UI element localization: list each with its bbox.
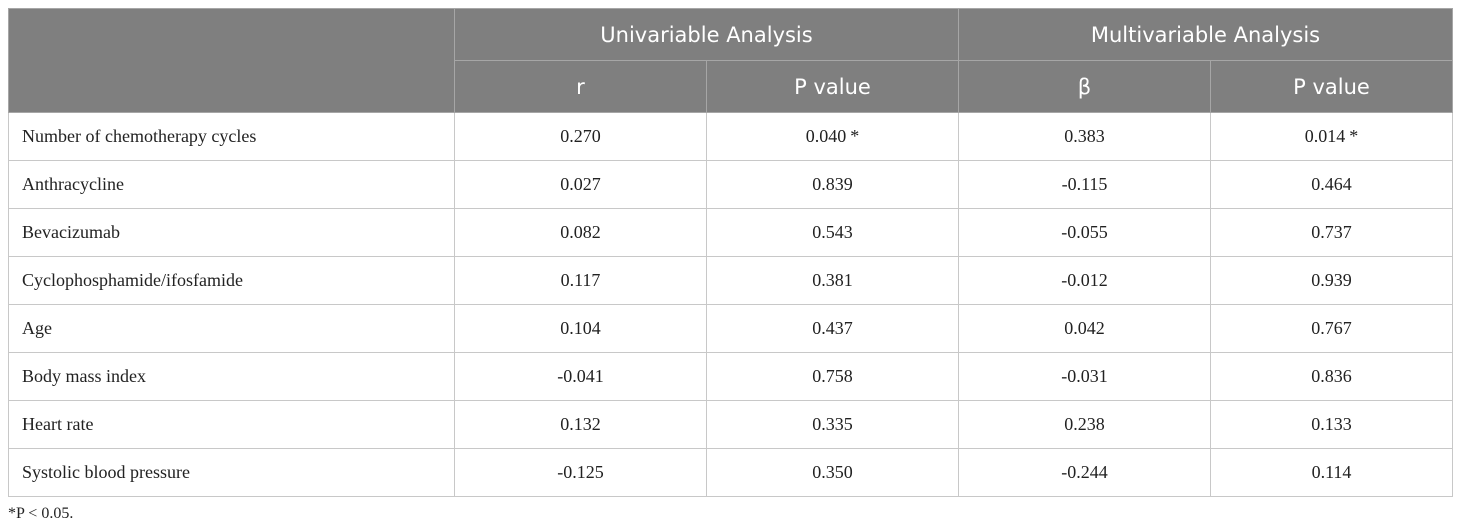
p-value-univariable: 0.543: [706, 208, 959, 257]
r-value: 0.117: [454, 256, 707, 305]
r-value: 0.027: [454, 160, 707, 209]
beta-value: 0.238: [958, 400, 1211, 449]
table-header: Univariable Analysis Multivariable Analy…: [8, 8, 1453, 113]
p-value-text: 0.836: [1311, 366, 1352, 386]
header-p-value-multivariable: P value: [1210, 60, 1453, 113]
p-value-univariable: 0.335: [706, 400, 959, 449]
table-row: Heart rate 0.132 0.335 0.238 0.133: [8, 400, 1453, 449]
beta-value: -0.012: [958, 256, 1211, 305]
p-value-univariable: 0.437: [706, 304, 959, 353]
r-value: 0.082: [454, 208, 707, 257]
table-footnote: *P < 0.05.: [8, 505, 74, 522]
p-value-univariable: 0.839: [706, 160, 959, 209]
beta-value: -0.031: [958, 352, 1211, 401]
r-value: 0.132: [454, 400, 707, 449]
p-value-multivariable: 0.836: [1210, 352, 1453, 401]
p-value-text: 0.464: [1311, 174, 1352, 194]
beta-value: 0.383: [958, 112, 1211, 161]
r-value: 0.270: [454, 112, 707, 161]
variable-label: Bevacizumab: [8, 208, 455, 257]
p-value-text: 0.767: [1311, 318, 1352, 338]
table-row: Body mass index -0.041 0.758 -0.031 0.836: [8, 352, 1453, 401]
table-row: Systolic blood pressure -0.125 0.350 -0.244…: [8, 448, 1453, 497]
variable-label: Number of chemotherapy cycles: [8, 112, 455, 161]
p-value-text: 0.335: [812, 414, 853, 434]
table-row: Bevacizumab 0.082 0.543 -0.055 0.737: [8, 208, 1453, 257]
p-value-text: 0.014: [1304, 126, 1346, 146]
p-value-multivariable: 0.464: [1210, 160, 1453, 209]
beta-value: 0.042: [958, 304, 1211, 353]
table-row: Number of chemotherapy cycles 0.270 0.040 *…: [8, 112, 1453, 161]
header-multivariable-analysis: Multivariable Analysis: [958, 8, 1453, 61]
header-beta: β: [958, 60, 1211, 113]
header-univariable-analysis: Univariable Analysis: [454, 8, 959, 61]
beta-value: -0.244: [958, 448, 1211, 497]
regression-results-table: Univariable Analysis Multivariable Analy…: [8, 8, 1453, 497]
p-value-text: 0.737: [1311, 222, 1352, 242]
table-row: Cyclophosphamide/ifosfamide 0.117 0.381 -0.…: [8, 256, 1453, 305]
variable-label: Systolic blood pressure: [8, 448, 455, 497]
p-value-multivariable: 0.767: [1210, 304, 1453, 353]
table-row: Age 0.104 0.437 0.042 0.767: [8, 304, 1453, 353]
p-value-univariable: 0.381: [706, 256, 959, 305]
header-subcolumn-row: r P value β P value: [9, 60, 1453, 113]
header-r: r: [454, 60, 707, 113]
p-value-multivariable: 0.939: [1210, 256, 1453, 305]
beta-value: -0.055: [958, 208, 1211, 257]
p-value-text: 0.758: [812, 366, 853, 386]
header-p-value-univariable: P value: [706, 60, 959, 113]
significance-marker: *: [1349, 126, 1359, 146]
variable-label: Cyclophosphamide/ifosfamide: [8, 256, 455, 305]
p-value-univariable: 0.350: [706, 448, 959, 497]
variable-label: Body mass index: [8, 352, 455, 401]
p-value-text: 0.543: [812, 222, 853, 242]
results-table-container: Univariable Analysis Multivariable Analy…: [8, 8, 1453, 497]
p-value-univariable: 0.040 *: [706, 112, 959, 161]
p-value-multivariable: 0.114: [1210, 448, 1453, 497]
p-value-multivariable: 0.133: [1210, 400, 1453, 449]
significance-marker: *: [850, 126, 860, 146]
p-value-text: 0.133: [1311, 414, 1352, 434]
beta-value: -0.115: [958, 160, 1211, 209]
p-value-multivariable: 0.014 *: [1210, 112, 1453, 161]
p-value-text: 0.381: [812, 270, 853, 290]
p-value-text: 0.350: [812, 462, 853, 482]
p-value-text: 0.839: [812, 174, 853, 194]
variable-label: Age: [8, 304, 455, 353]
header-blank-cell: [8, 8, 455, 113]
table-row: Anthracycline 0.027 0.839 -0.115 0.464: [8, 160, 1453, 209]
p-value-univariable: 0.758: [706, 352, 959, 401]
p-value-text: 0.939: [1311, 270, 1352, 290]
p-value-text: 0.040: [805, 126, 847, 146]
p-value-text: 0.437: [812, 318, 853, 338]
p-value-multivariable: 0.737: [1210, 208, 1453, 257]
header-group-row: Univariable Analysis Multivariable Analy…: [8, 8, 1453, 113]
table-body: Number of chemotherapy cycles 0.270 0.040 *…: [8, 112, 1453, 497]
variable-label: Anthracycline: [8, 160, 455, 209]
r-value: 0.104: [454, 304, 707, 353]
variable-label: Heart rate: [8, 400, 455, 449]
r-value: -0.041: [454, 352, 707, 401]
r-value: -0.125: [454, 448, 707, 497]
p-value-text: 0.114: [1311, 462, 1352, 482]
